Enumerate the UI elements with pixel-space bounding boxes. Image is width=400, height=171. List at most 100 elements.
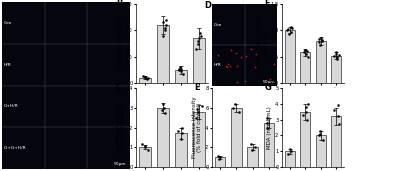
Point	[196, 37, 202, 40]
Point	[193, 116, 199, 119]
Point	[319, 40, 325, 43]
Point	[303, 53, 309, 55]
Text: E: E	[194, 83, 200, 92]
Point	[334, 104, 341, 107]
Point	[178, 68, 184, 71]
Point	[216, 157, 222, 160]
Text: C: C	[116, 83, 122, 92]
Point	[331, 54, 338, 57]
Point	[139, 143, 145, 146]
Point	[317, 129, 323, 132]
Bar	[285, 30, 295, 83]
Bar	[247, 147, 258, 167]
Point	[302, 48, 308, 51]
Point	[252, 146, 258, 149]
Point	[334, 58, 340, 61]
Point	[316, 41, 322, 44]
Point	[144, 78, 150, 80]
Point	[194, 107, 200, 110]
Point	[335, 115, 341, 118]
Y-axis label: caspase-3 activity
(% fold of control): caspase-3 activity (% fold of control)	[116, 102, 126, 153]
Point	[193, 47, 200, 50]
Point	[286, 33, 293, 35]
Point	[178, 138, 184, 141]
Point	[176, 66, 183, 69]
Point	[332, 52, 339, 55]
Point	[145, 149, 151, 152]
Point	[162, 26, 168, 29]
Point	[301, 51, 307, 54]
Point	[159, 21, 166, 24]
Point	[318, 38, 325, 41]
Point	[288, 31, 294, 33]
Text: G: G	[265, 83, 272, 92]
Point	[143, 76, 150, 79]
Point	[288, 150, 294, 153]
Point	[195, 110, 202, 113]
Text: D: D	[204, 1, 211, 10]
Bar	[157, 108, 169, 167]
Bar	[175, 133, 187, 167]
Point	[336, 123, 342, 126]
Point	[249, 149, 255, 152]
Text: F: F	[265, 0, 270, 8]
Point	[264, 121, 270, 124]
Bar	[193, 38, 205, 83]
Text: B: B	[116, 0, 122, 8]
Point	[161, 106, 167, 109]
Point	[175, 67, 182, 70]
Point	[288, 26, 294, 29]
Point	[302, 110, 309, 113]
Point	[160, 34, 166, 37]
Point	[142, 146, 148, 149]
Point	[285, 152, 292, 155]
Point	[175, 130, 182, 133]
Point	[163, 18, 169, 21]
Bar	[300, 112, 310, 167]
Bar	[316, 41, 326, 83]
Bar	[231, 108, 242, 167]
Y-axis label: Relative SOD activity
(t/H+G): Relative SOD activity (t/H+G)	[256, 15, 267, 73]
Point	[316, 38, 322, 41]
Text: 50μm: 50μm	[262, 80, 275, 84]
Point	[195, 42, 201, 45]
Bar	[139, 147, 151, 167]
Point	[230, 106, 237, 109]
Point	[330, 109, 337, 111]
Point	[264, 126, 270, 129]
Text: H/R: H/R	[213, 63, 221, 68]
Point	[334, 55, 340, 58]
Point	[284, 29, 290, 32]
Text: H/R: H/R	[3, 63, 11, 67]
Point	[320, 139, 326, 142]
Point	[199, 104, 205, 107]
Point	[317, 44, 323, 47]
Point	[335, 53, 342, 56]
Point	[333, 51, 339, 54]
Point	[142, 145, 148, 148]
Point	[305, 55, 311, 58]
Point	[160, 102, 166, 105]
Point	[316, 134, 322, 137]
Point	[162, 111, 169, 114]
Point	[180, 72, 186, 75]
Point	[316, 133, 323, 135]
Point	[214, 154, 221, 157]
Point	[236, 110, 242, 113]
Bar	[300, 52, 310, 83]
Text: Con: Con	[213, 23, 222, 27]
Bar	[331, 56, 341, 83]
Point	[300, 114, 306, 116]
Point	[179, 132, 185, 135]
Point	[145, 77, 151, 80]
Point	[232, 102, 238, 105]
Point	[264, 116, 270, 119]
Point	[248, 143, 254, 146]
Text: Con: Con	[3, 21, 12, 25]
Point	[142, 76, 149, 79]
Point	[163, 24, 169, 27]
Point	[158, 108, 165, 111]
Text: G+H/R: G+H/R	[3, 104, 18, 108]
Bar	[215, 157, 226, 167]
Point	[304, 102, 311, 105]
